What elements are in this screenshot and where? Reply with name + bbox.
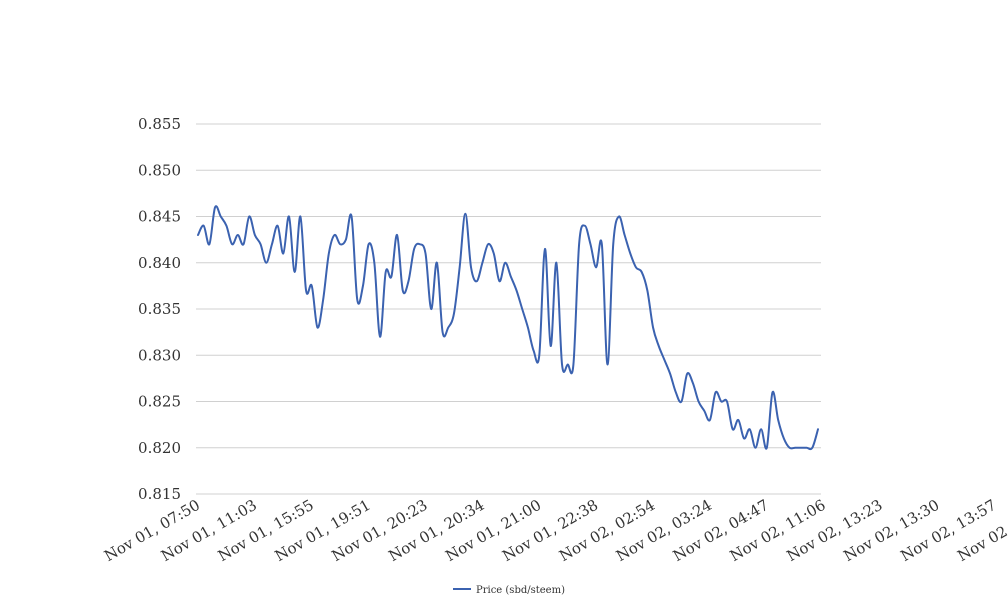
x-tick-label: Nov 01, 15:55 bbox=[215, 496, 317, 565]
y-tick-label: 0.855 bbox=[138, 115, 181, 133]
x-tick-label: Nov 01, 22:38 bbox=[499, 496, 601, 565]
y-tick-label: 0.820 bbox=[138, 439, 181, 457]
y-tick-label: 0.815 bbox=[138, 485, 181, 503]
y-tick-label: 0.825 bbox=[138, 393, 181, 411]
gridlines bbox=[196, 123, 821, 495]
x-tick-label: Nov 01, 20:23 bbox=[329, 496, 431, 565]
x-tick-label: Nov 02, 03:24 bbox=[613, 496, 715, 565]
x-tick-label: Nov 01, 11:03 bbox=[158, 496, 260, 565]
y-tick-label: 0.845 bbox=[138, 208, 181, 226]
legend: Price (sbd/steem) bbox=[453, 585, 565, 596]
y-tick-label: 0.840 bbox=[138, 254, 181, 272]
x-tick-label: Nov 02, 11:06 bbox=[727, 496, 829, 565]
x-tick-label: Nov 01, 20:34 bbox=[386, 496, 488, 565]
y-tick-label: 0.830 bbox=[138, 346, 181, 364]
x-tick-label: Nov 02, 13:23 bbox=[784, 496, 886, 565]
x-tick-label: Nov 02, 02:54 bbox=[556, 496, 658, 565]
y-axis-ticks: 0.815 0.820 0.825 0.830 0.835 0.840 0.845 0.850… bbox=[138, 115, 181, 503]
x-tick-label: Nov 01, 07:50 bbox=[101, 496, 203, 565]
series-layer bbox=[197, 205, 819, 451]
y-tick-label: 0.835 bbox=[138, 300, 181, 318]
x-tick-label: Nov 01, 19:51 bbox=[272, 496, 374, 565]
x-tick-label: Nov 02, 13:57 bbox=[897, 496, 999, 565]
x-tick-label: Nov 02, 04:47 bbox=[670, 496, 772, 565]
legend-label: Price (sbd/steem) bbox=[476, 585, 565, 596]
x-tick-label: Nov 01, 21:00 bbox=[442, 496, 544, 565]
series-line-price bbox=[197, 205, 819, 451]
y-tick-label: 0.850 bbox=[138, 161, 181, 179]
x-tick-label: Nov 02, 13:30 bbox=[841, 496, 943, 565]
